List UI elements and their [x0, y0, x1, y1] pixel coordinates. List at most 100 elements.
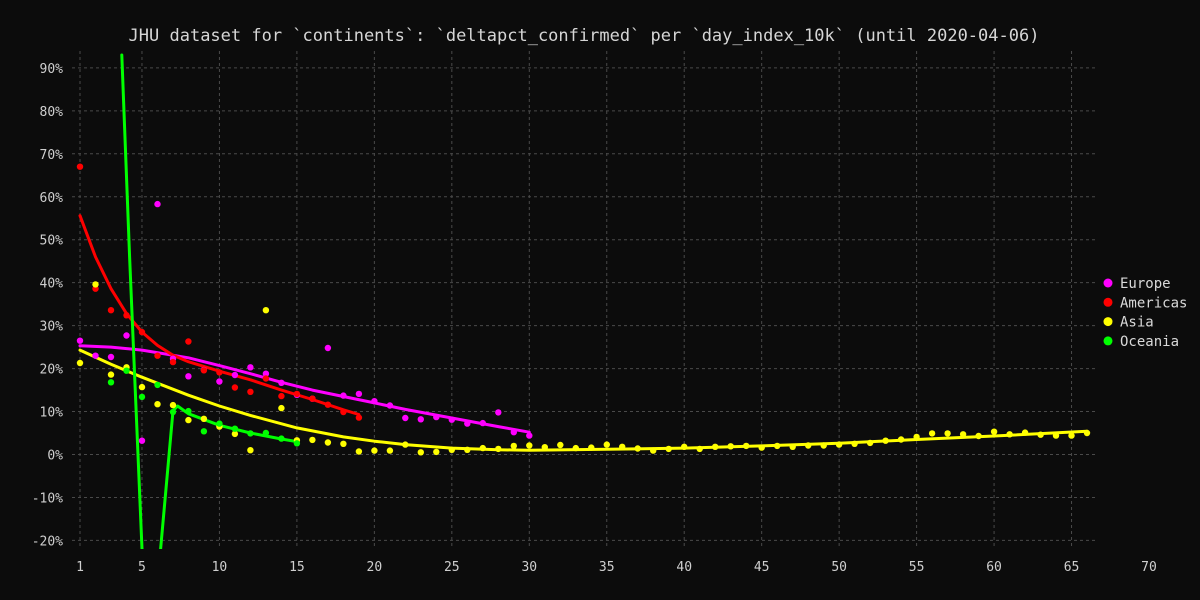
x-tick-label: 45 [754, 560, 770, 575]
data-point-asia [200, 415, 208, 422]
data-point-europe [123, 332, 130, 339]
data-point-asia [913, 433, 920, 441]
data-point-asia [371, 447, 378, 454]
data-point-oceania [154, 381, 161, 389]
legend-label-oceania: Oceania [1120, 334, 1179, 350]
legend: Europe Americas Asia Oceania [1103, 276, 1187, 350]
data-point-europe [402, 414, 409, 422]
data-point-asia [572, 444, 579, 452]
data-point-asia [185, 416, 192, 424]
data-point-americas [262, 375, 270, 382]
legend-marker-europe [1103, 278, 1113, 288]
data-point-asia [138, 383, 146, 391]
data-point-americas [216, 369, 223, 376]
data-point-asia [634, 445, 641, 452]
data-point-asia [262, 307, 270, 314]
trend-line-americas [78, 214, 361, 416]
x-tick-label: 1 [76, 560, 84, 575]
data-point-asia [495, 445, 502, 453]
data-point-asia [851, 440, 858, 447]
data-point-asia [665, 445, 672, 453]
x-tick-label: 20 [367, 560, 383, 575]
y-tick-label: 80% [40, 105, 64, 120]
data-point-asia [959, 431, 967, 438]
data-point-asia [169, 401, 177, 409]
x-tick-label: 10 [212, 560, 228, 575]
grid [72, 51, 1098, 549]
data-point-asia [386, 447, 394, 454]
y-tick-label: 10% [40, 406, 64, 421]
data-point-asia [76, 359, 84, 367]
data-point-europe [355, 390, 363, 398]
data-point-asia [681, 443, 688, 450]
y-tick-label: 30% [40, 320, 64, 335]
data-point-oceania [107, 379, 115, 386]
x-tick-label: 60 [986, 560, 1002, 575]
data-point-europe [76, 337, 84, 344]
y-tick-label: 50% [40, 234, 64, 249]
data-point-oceania [231, 425, 239, 432]
data-point-asia [650, 447, 657, 454]
data-point-asia [805, 442, 812, 449]
data-point-americas [200, 367, 208, 374]
data-point-asia [557, 441, 564, 449]
data-point-oceania [200, 428, 208, 435]
data-point-europe [185, 373, 192, 380]
data-point-oceania [216, 420, 223, 427]
data-point-europe [479, 419, 486, 427]
data-point-asia [448, 446, 455, 453]
data-point-europe [510, 429, 517, 436]
data-point-asia [1068, 432, 1075, 439]
data-point-asia [897, 436, 905, 443]
data-point-asia [526, 442, 533, 449]
data-point-asia [1083, 429, 1091, 437]
data-point-asia [727, 443, 734, 450]
y-tick-label: 0% [47, 448, 63, 463]
data-point-oceania [123, 367, 130, 374]
data-point-asia [309, 436, 316, 444]
data-point-oceania [262, 429, 270, 437]
x-tick-label: 25 [444, 560, 460, 575]
data-point-americas [231, 384, 239, 391]
data-point-asia [402, 441, 409, 448]
data-point-americas [355, 414, 363, 421]
data-point-americas [185, 338, 192, 345]
data-point-asia [743, 442, 750, 450]
data-point-americas [278, 392, 285, 400]
data-point-americas [324, 401, 332, 408]
data-point-asia [92, 281, 99, 288]
data-point-asia [835, 441, 843, 448]
x-tick-label: 15 [289, 560, 305, 575]
data-point-americas [247, 388, 254, 395]
data-point-europe [107, 353, 115, 361]
legend-marker-oceania [1103, 336, 1113, 346]
x-tick-label: 55 [909, 560, 925, 575]
x-tick-label: 70 [1141, 560, 1157, 575]
data-point-oceania [293, 440, 301, 447]
data-point-asia [1052, 432, 1060, 439]
x-tick-label: 50 [831, 560, 847, 575]
x-tick-label: 40 [676, 560, 692, 575]
data-point-europe [417, 416, 424, 423]
data-point-europe [386, 402, 394, 409]
data-point-asia [1006, 431, 1013, 438]
data-point-europe [448, 416, 455, 423]
data-point-oceania [169, 408, 177, 416]
data-point-europe [138, 437, 146, 444]
y-tick-label: 90% [40, 62, 64, 77]
y-tick-label: 40% [40, 277, 64, 292]
x-tick-label: 65 [1064, 560, 1080, 575]
data-point-europe [247, 364, 254, 371]
data-point-europe [495, 409, 502, 416]
data-point-europe [216, 378, 223, 385]
data-point-asia [1037, 431, 1044, 438]
x-tick-label: 5 [138, 560, 146, 575]
data-point-europe [433, 413, 440, 421]
data-point-asia [820, 442, 827, 449]
legend-label-asia: Asia [1120, 315, 1154, 331]
data-point-oceania [138, 393, 146, 401]
data-point-asia [944, 430, 951, 437]
data-point-americas [154, 352, 161, 359]
